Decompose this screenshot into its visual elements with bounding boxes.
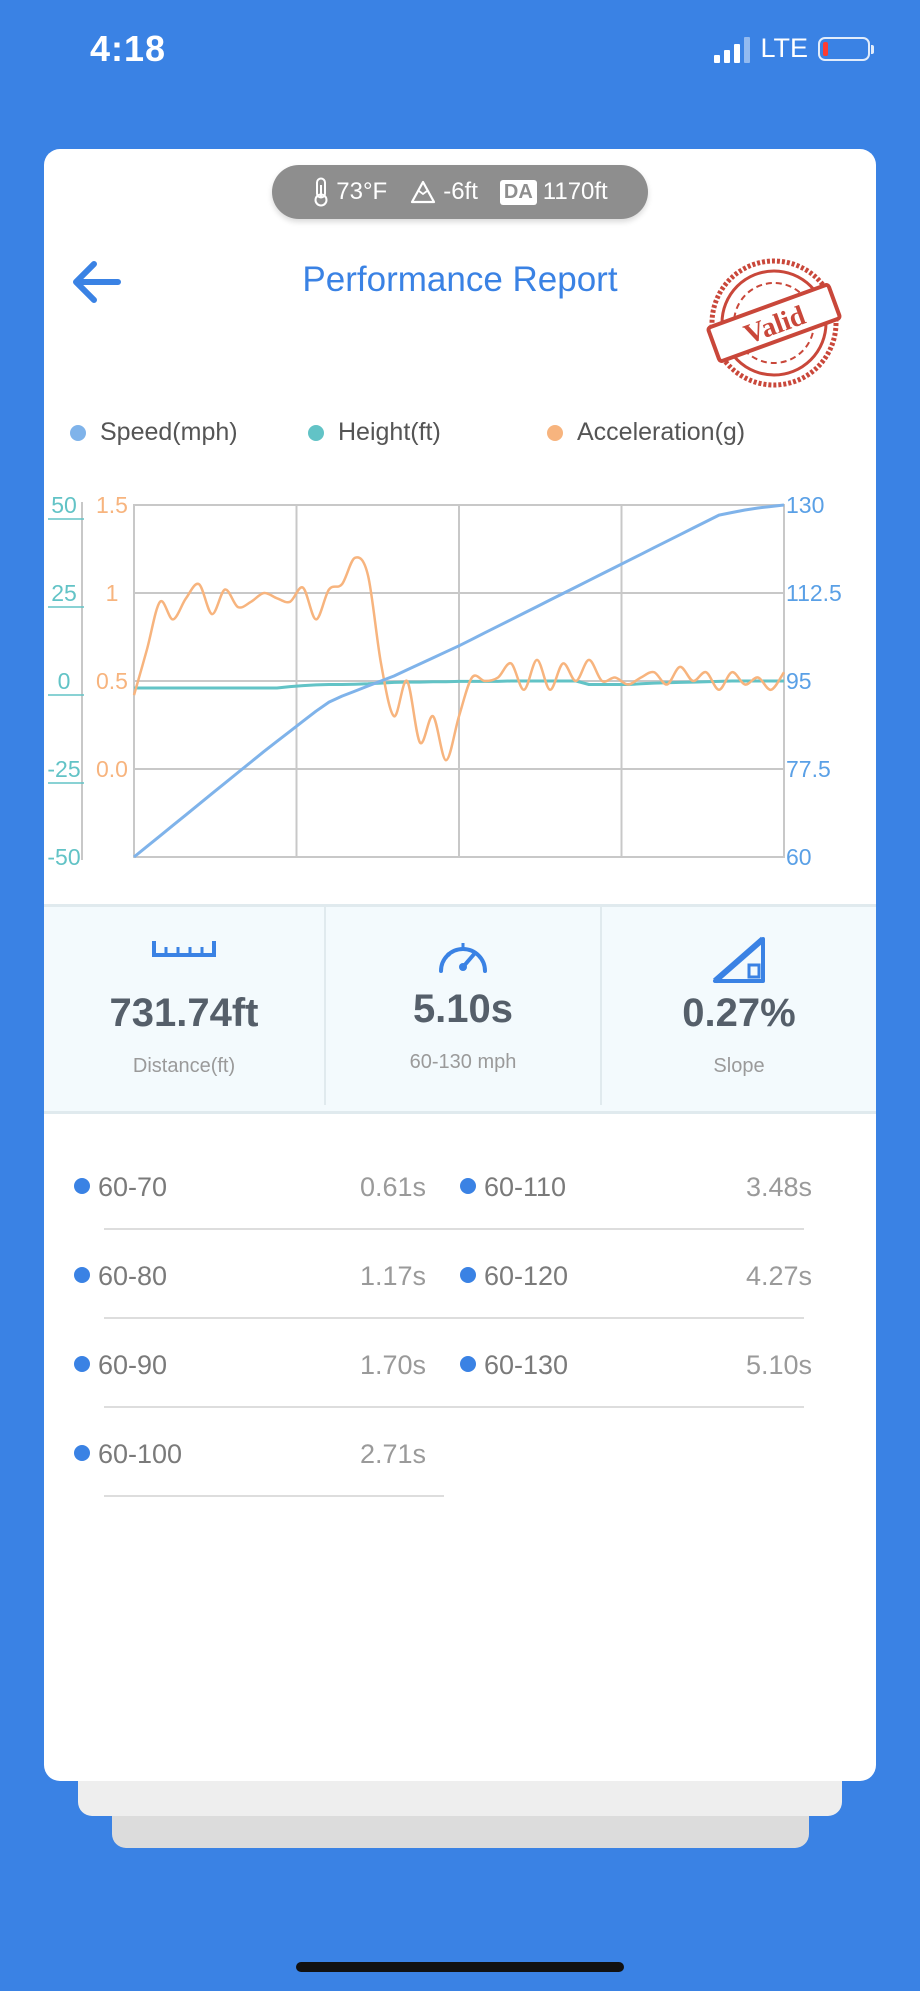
back-button[interactable]	[66, 252, 126, 312]
split-dot	[460, 1356, 476, 1372]
split-divider	[104, 1495, 444, 1497]
split-value: 1.17s	[359, 1261, 426, 1291]
split-value: 0.61s	[359, 1172, 426, 1202]
valid-stamp-icon: Valid	[706, 258, 842, 388]
environment-pill: 73°F -6ft DA 1170ft	[272, 165, 648, 219]
status-bar: 4:18 LTE	[0, 0, 920, 100]
split-label: 60-80	[98, 1261, 168, 1291]
slope-value: 0.27%	[682, 991, 796, 1035]
battery-icon	[818, 36, 874, 61]
split-divider	[104, 1317, 804, 1319]
speedometer-icon	[439, 943, 487, 973]
height-series-line	[134, 679, 784, 690]
stat-time: 5.10s 60-130 mph	[326, 907, 600, 1111]
arrow-left-icon	[73, 261, 121, 303]
height-tick-label: 0	[58, 668, 71, 694]
status-indicators: LTE	[714, 33, 874, 64]
stat-slope: 0.27% Slope	[602, 907, 876, 1111]
accel-tick-label: 1	[106, 580, 119, 606]
temperature-value: 73°F	[336, 178, 388, 205]
split-value: 5.10s	[745, 1350, 812, 1380]
temperature-readout: 73°F	[312, 177, 387, 207]
split-dot	[74, 1267, 90, 1283]
split-item: 60-70 0.61s	[74, 1150, 444, 1230]
home-indicator	[296, 1962, 624, 1972]
split-value: 4.27s	[745, 1261, 812, 1291]
split-item: 60-120 4.27s	[104, 1239, 812, 1319]
split-label: 60-110	[484, 1172, 567, 1202]
stat-distance: 731.74ft Distance(ft)	[44, 907, 324, 1111]
height-tick-label: 25	[51, 580, 77, 606]
summary-stats: 731.74ft Distance(ft) 5.10s 60-130 mph 0…	[44, 904, 876, 1114]
acceleration-series-line	[132, 556, 786, 762]
thermometer-icon	[314, 177, 328, 207]
split-item: 60-80 1.17s	[74, 1239, 444, 1319]
slope-icon	[713, 936, 765, 984]
legend-height-label: Height(ft)	[338, 418, 441, 446]
legend-acceleration: Acceleration(g)	[547, 418, 745, 447]
legend-speed-label: Speed(mph)	[100, 418, 238, 446]
split-dot	[460, 1267, 476, 1283]
altitude-readout: -6ft	[409, 178, 478, 206]
split-label: 60-120	[484, 1261, 569, 1291]
distance-label: Distance(ft)	[132, 1055, 236, 1077]
split-value: 3.48s	[745, 1172, 812, 1202]
legend-acceleration-label: Acceleration(g)	[577, 418, 746, 446]
split-value: 1.70s	[359, 1350, 426, 1380]
accel-tick-label: 0.5	[96, 668, 128, 694]
mountain-icon	[411, 180, 436, 204]
status-time: 4:18	[90, 28, 167, 69]
chart-series	[132, 503, 786, 859]
network-type: LTE	[760, 33, 808, 63]
density-altitude-readout: DA 1170ft	[499, 178, 608, 206]
performance-chart: 50 25 0 -25 -50 1.5 1 0.5 0.0 130 112.5 95 77.5 60	[47, 492, 841, 870]
ruler-icon	[152, 941, 216, 957]
legend-height-dot	[308, 424, 324, 441]
split-label: 60-90	[98, 1350, 168, 1380]
legend-height: Height(ft)	[308, 418, 441, 447]
density-altitude-badge: DA	[499, 179, 537, 205]
slope-label: Slope	[713, 1055, 765, 1077]
split-item: 60-90 1.70s	[74, 1328, 444, 1408]
speed-tick-label: 112.5	[786, 580, 842, 606]
legend-speed: Speed(mph)	[70, 418, 238, 447]
accel-tick-label: 0.0	[96, 756, 128, 782]
split-label: 60-70	[98, 1172, 168, 1202]
split-dot	[460, 1178, 476, 1194]
legend-speed-dot	[70, 424, 86, 441]
split-label: 60-100	[98, 1439, 183, 1469]
split-item: 60-100 2.71s	[74, 1417, 444, 1497]
split-divider	[104, 1228, 804, 1230]
stat-divider	[324, 907, 326, 1105]
chart-axis-labels: 50 25 0 -25 -50 1.5 1 0.5 0.0 130 112.5 95 77.5 60	[47, 492, 841, 870]
split-label: 60-130	[484, 1350, 569, 1380]
chart-legend: Speed(mph) Height(ft) Acceleration(g)	[70, 418, 870, 448]
speed-tick-label: 60	[786, 844, 812, 870]
height-tick-label: 50	[51, 492, 77, 518]
split-dot	[74, 1178, 90, 1194]
stat-divider	[600, 907, 602, 1105]
speed-tick-label: 95	[786, 668, 812, 694]
height-tick-label: -25	[47, 756, 80, 782]
page-title: Performance Report	[302, 260, 618, 299]
split-dot	[74, 1445, 90, 1461]
speed-series-line	[133, 503, 785, 859]
signal-strength-icon	[714, 35, 751, 63]
split-item: 60-110 3.48s	[104, 1150, 812, 1230]
distance-value: 731.74ft	[109, 991, 259, 1035]
speed-tick-label: 130	[786, 492, 824, 518]
split-value: 2.71s	[359, 1439, 426, 1469]
time-value: 5.10s	[412, 987, 514, 1031]
legend-acceleration-dot	[547, 424, 563, 441]
speed-tick-label: 77.5	[786, 756, 831, 782]
height-tick-label: -50	[47, 844, 80, 870]
time-label: 60-130 mph	[409, 1051, 517, 1073]
split-dot	[74, 1356, 90, 1372]
accel-tick-label: 1.5	[96, 492, 128, 518]
density-altitude-value: 1170ft	[542, 178, 608, 205]
split-divider	[104, 1406, 804, 1408]
split-item: 60-130 5.10s	[104, 1328, 812, 1408]
altitude-value: -6ft	[443, 178, 478, 205]
